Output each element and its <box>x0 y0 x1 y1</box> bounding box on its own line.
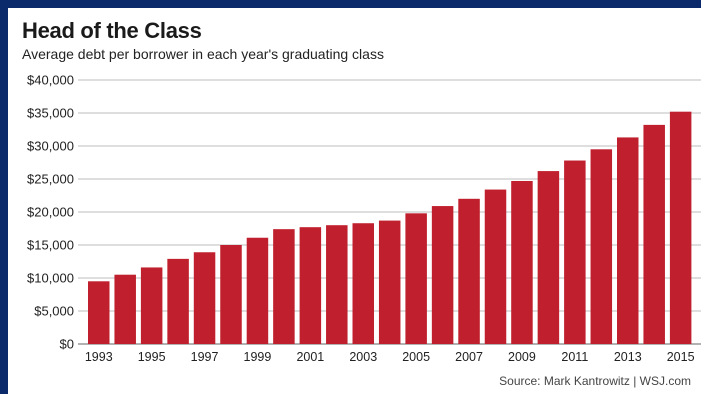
x-tick-label: 2005 <box>402 350 430 364</box>
y-tick-label: $40,000 <box>27 73 74 88</box>
y-tick-label: $20,000 <box>27 205 74 220</box>
x-tick-label: 1999 <box>244 350 272 364</box>
bar-1997 <box>193 252 216 344</box>
bar-2014 <box>643 124 665 344</box>
bar-2004 <box>378 220 401 344</box>
bar-2012 <box>590 149 613 344</box>
chart-panel: Head of the Class Average debt per borro… <box>8 8 701 394</box>
bar-1998 <box>220 245 242 344</box>
bar-1994 <box>114 274 136 344</box>
y-tick-label: $0 <box>60 337 74 352</box>
y-tick-label: $30,000 <box>27 139 74 154</box>
x-tick-label: 2001 <box>296 350 324 364</box>
y-tick-label: $5,000 <box>34 304 74 319</box>
y-tick-label: $10,000 <box>27 271 74 286</box>
bar-2000 <box>273 229 295 344</box>
x-tick-label: 2009 <box>508 350 536 364</box>
chart-subtitle: Average debt per borrower in each year's… <box>22 46 384 62</box>
bar-1993 <box>88 281 110 344</box>
bar-2007 <box>458 198 480 344</box>
y-tick-label: $35,000 <box>27 106 74 121</box>
bar-2006 <box>431 206 454 344</box>
x-tick-label: 1993 <box>85 350 113 364</box>
x-tick-label: 2007 <box>455 350 483 364</box>
x-tick-label: 2003 <box>349 350 377 364</box>
bar-2008 <box>484 189 507 344</box>
bar-2003 <box>352 223 374 344</box>
x-tick-label: 2015 <box>667 350 695 364</box>
y-tick-label: $25,000 <box>27 172 74 187</box>
bar-2013 <box>617 137 639 344</box>
y-tick-label: $15,000 <box>27 238 74 253</box>
bar-2005 <box>405 213 427 344</box>
chart-title: Head of the Class <box>22 18 202 43</box>
source-credit: Source: Mark Kantrowitz | WSJ.com <box>499 374 691 388</box>
bar-1996 <box>167 258 189 344</box>
x-tick-label: 1995 <box>138 350 166 364</box>
bar-2011 <box>564 160 586 344</box>
bar-2009 <box>511 180 533 344</box>
x-tick-label: 2013 <box>614 350 642 364</box>
x-tick-label: 1997 <box>191 350 219 364</box>
bar-1999 <box>246 237 269 344</box>
bar-2002 <box>326 225 348 344</box>
bar-2001 <box>299 227 322 344</box>
bar-1995 <box>140 267 163 344</box>
bar-2015 <box>669 111 692 345</box>
bar-chart: $0 $5,000 $10,000 $15,000 $20,000 $25,000 $30,… <box>27 73 701 364</box>
x-tick-label: 2011 <box>561 350 588 364</box>
bar-2010 <box>537 171 560 344</box>
